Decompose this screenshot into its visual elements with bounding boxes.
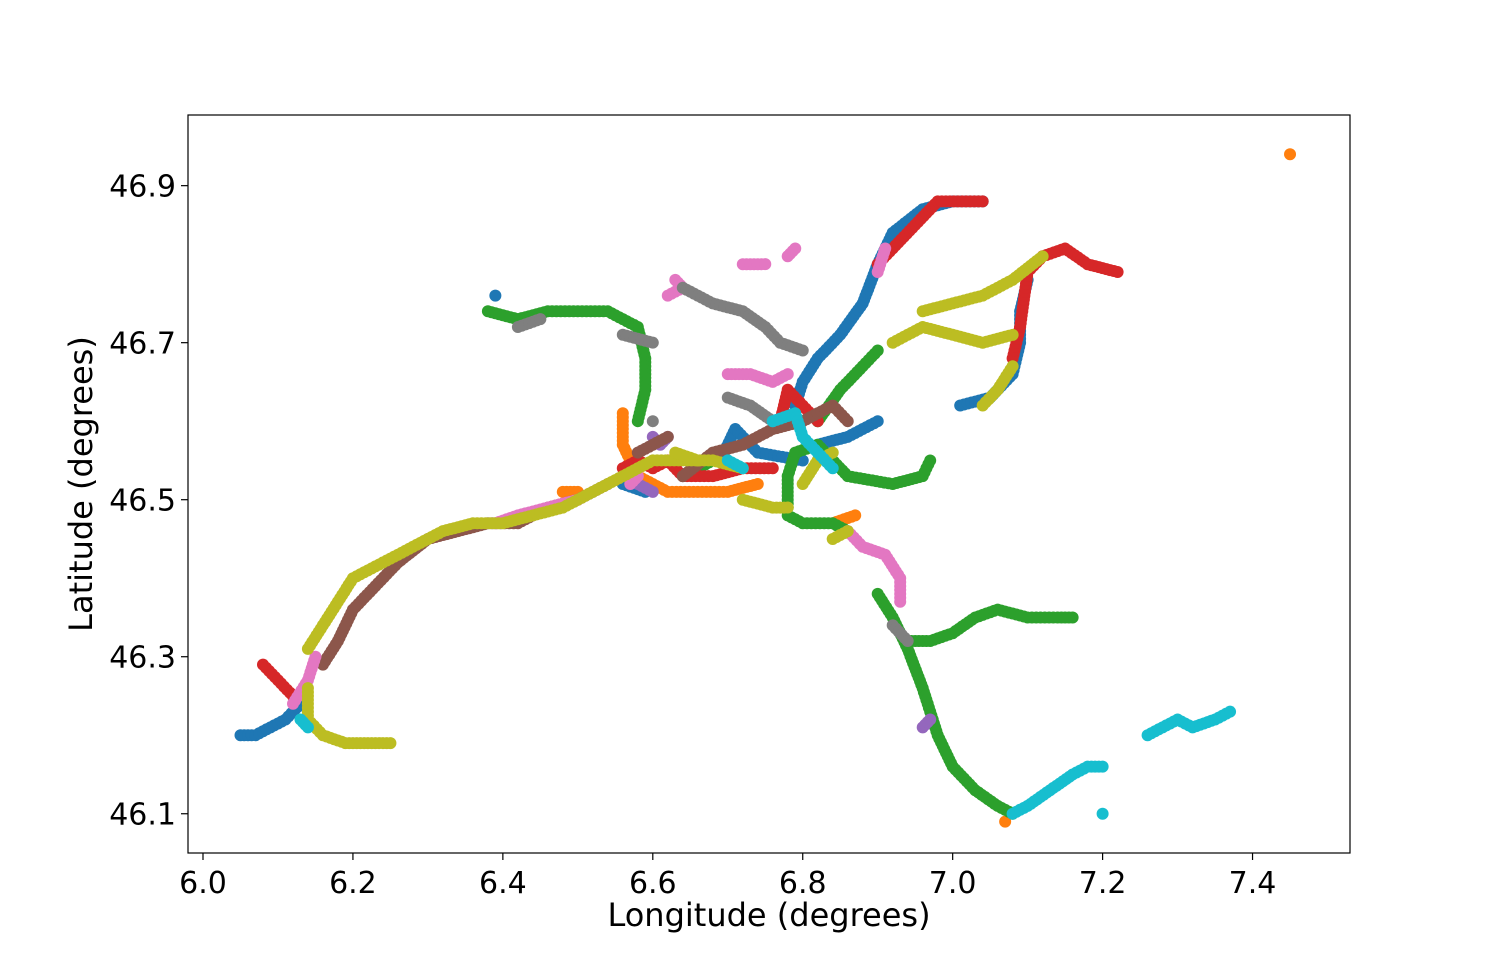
data-point [894,595,907,608]
data-point [1096,807,1109,820]
data-point [766,462,779,475]
y-tick-label: 46.5 [109,484,176,519]
data-point [736,462,749,475]
series-3 [257,195,1124,702]
x-axis-ticks: 6.0 6.2 6.4 6.6 6.8 7.0 7.2 7.4 [179,853,1276,901]
data-point [309,650,322,663]
data-point [871,415,884,428]
data-point [826,462,839,475]
y-tick-label: 46.1 [109,798,176,833]
data-point [661,430,674,443]
x-tick-label: 6.4 [479,866,527,901]
x-tick-label: 6.0 [179,866,227,901]
data-point [849,509,862,522]
data-point [1111,266,1124,279]
y-tick-label: 46.3 [109,641,176,676]
x-tick-label: 6.2 [329,866,377,901]
x-tick-label: 7.4 [1229,866,1277,901]
data-point [999,815,1012,828]
series-8 [301,250,1049,750]
data-point [1066,611,1079,624]
data-point [841,525,854,538]
series-1 [556,148,1297,828]
data-point [1006,360,1019,373]
series-7 [511,281,914,648]
data-point [1284,148,1297,161]
x-tick-label: 7.0 [929,866,977,901]
x-tick-label: 6.6 [629,866,677,901]
y-tick-label: 46.7 [109,327,176,362]
data-point [976,195,989,208]
data-point [841,415,854,428]
data-point [646,336,659,349]
data-point [534,313,547,326]
data-point [631,415,644,428]
data-point [301,721,314,734]
data-point [1096,760,1109,773]
data-points [234,148,1297,828]
data-point [1036,250,1049,263]
y-axis-label: Latitude (degrees) [62,336,100,632]
data-point [924,713,937,726]
x-tick-label: 7.2 [1079,866,1127,901]
data-point [751,478,764,490]
data-point [1006,328,1019,341]
data-point [871,344,884,357]
data-point [646,415,659,428]
data-point [879,242,892,255]
data-point [759,258,772,271]
data-point [781,501,794,514]
data-point [781,368,794,381]
x-axis-label: Longitude (degrees) [607,896,930,934]
data-point [661,289,674,302]
data-point [384,737,397,750]
x-tick-label: 6.8 [779,866,827,901]
data-point [691,454,704,467]
data-point [789,242,802,255]
y-axis-ticks: 46.1 46.3 46.5 46.7 46.9 [109,170,188,833]
data-point [1224,705,1237,718]
data-point [826,446,839,459]
y-tick-label: 46.9 [109,170,176,205]
series-9 [294,407,1237,820]
data-point [646,485,659,498]
data-point [901,635,914,648]
data-point [796,344,809,357]
data-point [924,454,937,467]
plot-frame [187,114,1351,854]
series-5 [316,399,854,671]
data-point [489,289,502,302]
